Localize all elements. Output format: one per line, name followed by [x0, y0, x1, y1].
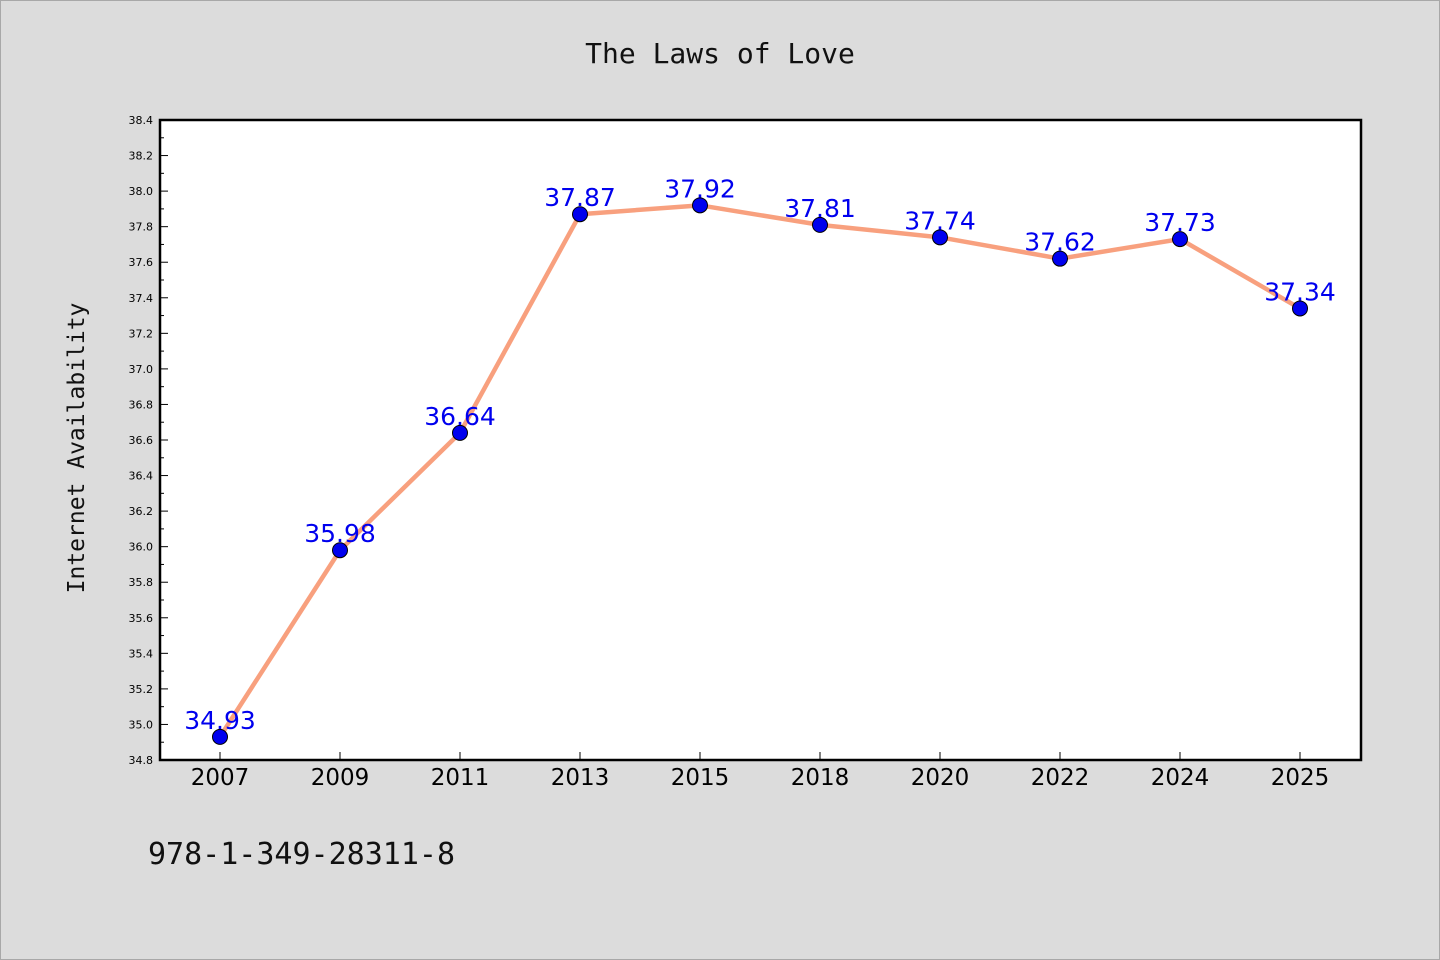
data-point [692, 197, 708, 214]
footer-isbn-text: 978-1-349-28311-8 [148, 837, 455, 872]
data-point [212, 728, 228, 745]
x-tick-label: 2022 [1031, 765, 1090, 791]
data-markers [212, 197, 1308, 745]
data-point [452, 424, 468, 441]
data-label: 37.62 [1024, 228, 1096, 257]
chart-title: The Laws of Love [585, 37, 855, 70]
data-point [1172, 231, 1188, 248]
y-tick-label: 37.4 [129, 292, 154, 305]
data-point [1052, 250, 1068, 267]
x-tick-label: 2018 [791, 765, 850, 791]
y-tick-label: 37.6 [129, 256, 154, 269]
y-tick-label: 35.2 [129, 683, 154, 696]
series-line-group [217, 203, 1303, 740]
data-label: 36.64 [424, 402, 496, 431]
plot-area [158, 118, 1363, 762]
data-point [1292, 300, 1308, 317]
x-axis: 2007 2009 2011 2013 2015 2018 2020 2022 2024 2025 [191, 752, 1330, 791]
data-label: 37.73 [1144, 208, 1216, 237]
data-point [812, 216, 828, 233]
y-tick-label: 37.0 [129, 363, 154, 376]
y-tick-label: 37.8 [129, 221, 154, 234]
y-tick-label: 38.4 [129, 114, 154, 127]
data-label: 35.98 [304, 519, 376, 548]
x-tick-label: 2020 [911, 765, 970, 791]
data-point [572, 206, 588, 223]
x-tick-label: 2007 [191, 765, 250, 791]
y-axis-label: Internet Availability [64, 303, 90, 594]
data-point [332, 542, 348, 559]
x-tick-label: 2015 [671, 765, 730, 791]
y-tick-label: 35.4 [129, 647, 154, 660]
y-tick-label: 36.4 [129, 470, 154, 483]
y-tick-label: 36.2 [129, 505, 154, 518]
data-label: 37.87 [544, 183, 616, 212]
data-labels: 34.93 35.98 36.64 37.87 37.92 37.81 37.74 37.62… [184, 174, 1336, 735]
data-label: 34.93 [184, 706, 256, 735]
x-tick-label: 2009 [311, 765, 370, 791]
y-tick-label: 35.8 [129, 576, 154, 589]
y-tick-label: 35.0 [129, 718, 154, 731]
series-line [217, 203, 1303, 740]
data-label: 37.92 [664, 174, 736, 203]
data-label: 37.34 [1264, 277, 1336, 306]
y-tick-label: 36.0 [129, 541, 154, 554]
y-tick-label: 35.6 [129, 612, 154, 625]
y-axis: 34.8 35.0 35.2 35.4 35.6 35.8 36.0 36.2 36.4 36.6… [129, 114, 168, 767]
y-tick-label: 38.0 [129, 185, 154, 198]
y-tick-label: 37.2 [129, 327, 154, 340]
x-tick-label: 2024 [1151, 765, 1210, 791]
data-label: 37.81 [784, 194, 856, 223]
y-tick-label: 36.8 [129, 398, 154, 411]
data-point [932, 229, 948, 246]
y-tick-label: 36.6 [129, 434, 154, 447]
y-tick-label: 34.8 [129, 754, 154, 767]
x-tick-label: 2013 [551, 765, 610, 791]
data-label: 37.74 [904, 206, 976, 235]
x-tick-label: 2025 [1271, 765, 1330, 791]
y-tick-label: 38.2 [129, 150, 154, 163]
x-tick-label: 2011 [431, 765, 490, 791]
